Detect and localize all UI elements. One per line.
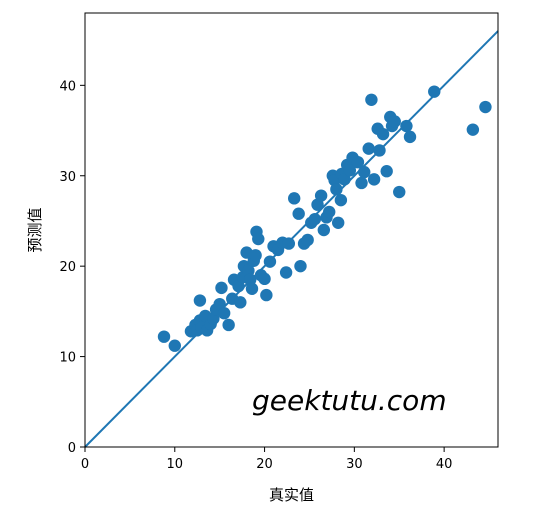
data-point: [365, 93, 378, 107]
data-point: [351, 155, 365, 169]
y-axis-ticks: 0 10 20 30 40: [59, 79, 85, 456]
x-axis-title: 真实值: [269, 486, 314, 504]
data-point: [403, 130, 417, 144]
points-layer: [157, 85, 492, 352]
x-tick-label: 20: [256, 457, 273, 472]
data-point: [215, 281, 228, 295]
y-tick-label: 0: [68, 441, 76, 456]
data-point: [252, 232, 265, 246]
plot-frame: [84, 12, 499, 448]
data-point: [245, 282, 259, 295]
data-point: [338, 173, 351, 186]
x-axis-ticks: 0 10 20 30 40: [81, 447, 453, 472]
y-tick-label: 20: [59, 260, 76, 275]
y-tick-label: 30: [59, 170, 76, 185]
data-point: [282, 237, 296, 250]
data-point: [330, 183, 343, 196]
data-point: [193, 294, 207, 307]
data-point: [301, 233, 314, 247]
data-point: [287, 192, 301, 205]
x-tick-label: 40: [436, 457, 453, 472]
data-point: [334, 193, 348, 207]
data-point: [292, 207, 305, 220]
data-point: [314, 189, 328, 202]
y-axis-title: 预测值: [26, 207, 44, 252]
data-point: [331, 216, 345, 229]
data-point: [249, 249, 262, 262]
data-point: [258, 272, 271, 286]
data-point: [479, 100, 492, 114]
data-point: [157, 330, 171, 343]
data-point: [323, 205, 336, 219]
x-tick-label: 10: [167, 457, 184, 472]
data-point: [308, 212, 322, 226]
data-point: [388, 115, 401, 128]
y-tick-label: 10: [59, 351, 76, 366]
data-point: [355, 176, 368, 190]
data-point: [376, 127, 390, 141]
data-point: [168, 339, 181, 352]
data-point: [279, 266, 293, 279]
plot-background: [85, 13, 498, 447]
data-point: [263, 255, 277, 268]
data-point: [234, 296, 247, 309]
data-point: [217, 306, 231, 320]
watermark-text: geektutu.com: [252, 384, 447, 417]
data-point: [294, 259, 307, 273]
y-tick-label: 40: [59, 79, 76, 94]
data-point: [260, 288, 273, 302]
data-point: [466, 123, 480, 136]
x-tick-label: 30: [346, 457, 363, 472]
data-point: [358, 165, 371, 179]
data-point: [380, 165, 393, 178]
data-point: [317, 223, 331, 237]
data-point: [400, 119, 413, 133]
x-tick-label: 0: [81, 457, 89, 472]
data-point: [343, 164, 357, 177]
data-point: [373, 144, 386, 157]
data-point: [367, 173, 381, 186]
data-point: [393, 185, 406, 199]
data-point: [428, 85, 441, 98]
data-point: [362, 142, 375, 155]
data-point: [222, 318, 235, 332]
